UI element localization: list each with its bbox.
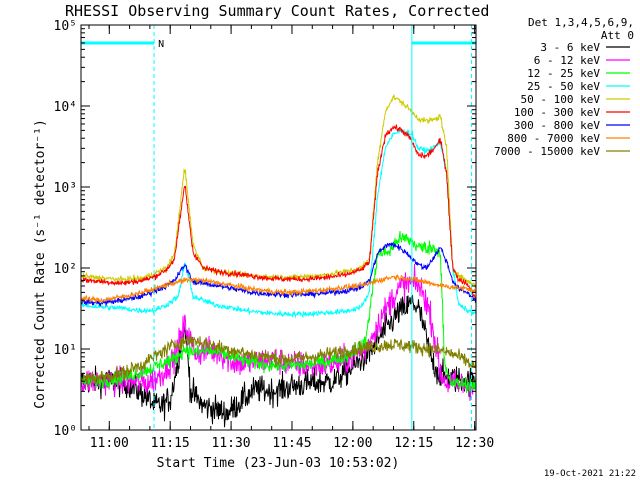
plot-frame (80, 24, 477, 431)
plot-area: N 10⁰ 10¹ 10² 10³ 10⁴ 10⁵ 11:00 11:15 11:30 11:45 1… (54, 19, 495, 451)
night-label: N (158, 39, 164, 50)
chart-title: RHESSI Observing Summary Count Rates, Co… (65, 2, 489, 20)
x-tick-label: 11:15 (151, 436, 190, 451)
legend-header-attenuator: Att 0 (601, 29, 634, 42)
series-line-2 (81, 230, 476, 394)
y-tick-label: 10³ (54, 181, 77, 196)
y-tick-label: 10² (54, 262, 77, 277)
x-tick-label: 12:00 (333, 436, 372, 451)
x-axis-label: Start Time (23-Jun-03 10:53:02) (157, 456, 400, 471)
legend-label-8: 7000 - 15000 keV (494, 145, 600, 158)
legend-label-7: 800 - 7000 keV (507, 132, 600, 145)
x-tick-label: 11:30 (212, 436, 251, 451)
y-tick-label: 10⁵ (54, 19, 77, 34)
legend-label-3: 25 - 50 keV (527, 80, 600, 93)
x-tick-label: 12:15 (394, 436, 433, 451)
legend-label-4: 50 - 100 keV (521, 93, 601, 106)
y-tick-label: 10⁴ (54, 100, 77, 115)
x-tick-label: 12:30 (455, 436, 494, 451)
legend-label-0: 3 - 6 keV (540, 41, 600, 54)
y-tick-label: 10⁰ (54, 424, 77, 439)
legend-label-5: 100 - 300 keV (514, 106, 600, 119)
legend-header-detectors: Det 1,3,4,5,6,9, (528, 16, 634, 29)
series-line-3 (81, 128, 476, 319)
legend-label-1: 6 - 12 keV (534, 54, 601, 67)
series-line-8 (81, 335, 476, 388)
legend-label-2: 12 - 25 keV (527, 67, 600, 80)
series-layer (81, 94, 476, 428)
x-tick-label: 11:00 (90, 436, 129, 451)
y-tick-label: 10¹ (54, 343, 77, 358)
series-line-7 (81, 273, 476, 304)
y-axis-label: Corrected Count Rate (s⁻¹ detector⁻¹) (33, 119, 48, 409)
series-line-0 (81, 294, 476, 428)
timestamp-label: 19-Oct-2021 21:22 (544, 469, 636, 479)
series-line-5 (81, 124, 476, 303)
legend-label-6: 300 - 800 keV (514, 119, 600, 132)
x-tick-label: 11:45 (272, 436, 311, 451)
